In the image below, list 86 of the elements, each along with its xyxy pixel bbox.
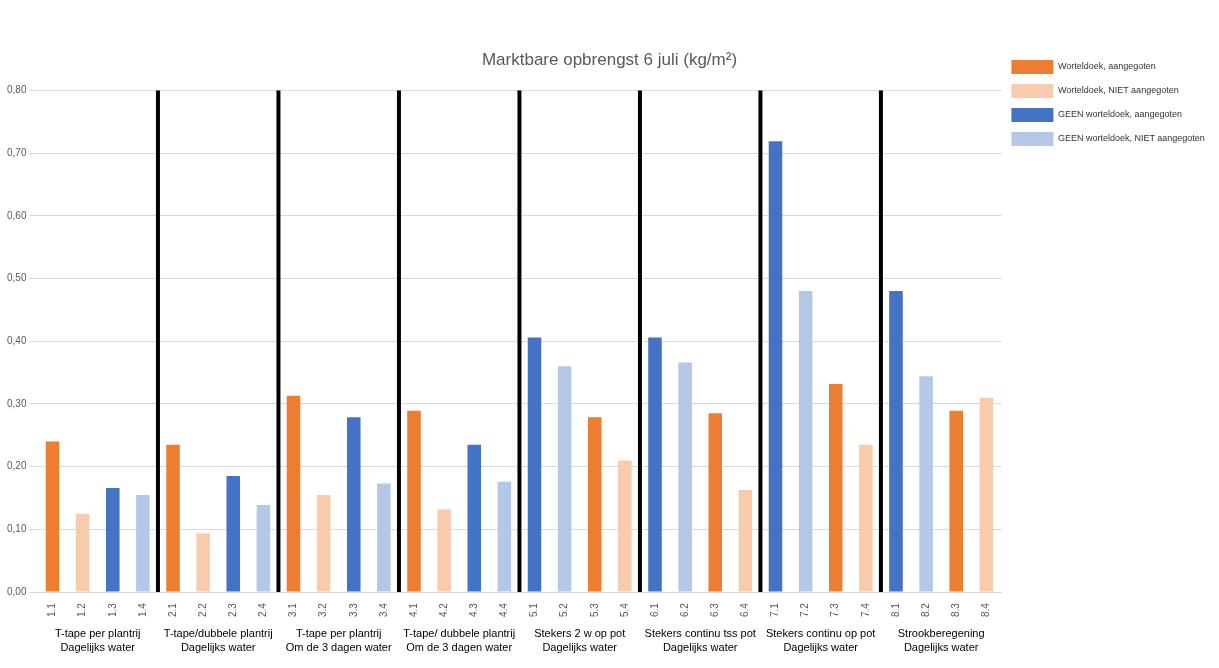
bar [256,504,271,592]
x-tick-label: 5.4 [618,602,630,617]
y-tick-label: 0,10 [6,523,27,535]
x-tick-label: 2.4 [257,602,269,617]
x-tick-label: 3.4 [377,602,389,617]
x-tick-label: 4.1 [407,602,419,617]
text: Stekers 2 w op pot Dagelijks water [534,626,626,653]
text: T-tape per plantrij Dagelijks water [54,626,141,653]
bar [919,376,933,592]
x-tick-label: 6.3 [708,602,720,617]
bar [377,483,391,592]
bar [136,494,150,592]
text: Strookberegening Dagelijks water [897,626,985,653]
x-tick-label: 1.3 [106,602,118,617]
bar [286,395,301,592]
x-tick-label: 5.2 [558,602,570,617]
x-tick-label: 7.2 [799,602,811,617]
bar [75,513,90,592]
bar [527,337,542,592]
bar [828,383,843,592]
bar [708,413,723,592]
bar [497,481,512,592]
bar [407,410,421,592]
bar [618,460,632,592]
bar [316,494,331,592]
bar [45,441,60,592]
bar [587,417,602,592]
legend-label: Worteldoek, aangegoten [1057,61,1156,72]
y-tick-label: 0,70 [6,146,27,158]
x-tick-label: 3.3 [347,602,359,617]
bar [648,337,662,592]
x-tick-label: 6.2 [678,602,690,617]
x-tick-label: 5.1 [528,602,540,617]
x-tick-label: 8.1 [889,602,901,617]
x-tick-label: 5.3 [588,602,600,617]
bar [437,509,451,592]
x-tick-label: 4.3 [468,602,480,617]
x-tick-label: 2.3 [227,602,239,617]
legend-label: GEEN worteldoek, aangegoten [1057,109,1183,120]
text: T-tape/dubbele plantrij Dagelijks water [163,626,273,653]
bar [768,141,783,592]
legend-label: GEEN worteldoek, NIET aangegoten [1057,133,1205,144]
bar [859,444,873,592]
x-tick-label: 7.1 [769,602,781,617]
bar [738,489,753,592]
text: Stekers continu op pot Dagelijks water [765,626,876,653]
x-tick-label: 6.4 [739,602,751,617]
y-tick-label: 0,80 [6,84,27,96]
x-tick-label: 4.4 [498,602,510,617]
x-tick-label: 7.3 [829,602,841,617]
x-tick-label: 8.2 [919,602,931,617]
bar [979,397,994,592]
x-tick-label: 2.2 [196,602,208,617]
y-tick-label: 0,50 [6,272,27,284]
y-tick-label: 0,20 [6,460,27,472]
x-tick-label: 8.4 [980,602,992,617]
x-tick-label: 4.2 [437,602,449,617]
x-tick-label: 7.4 [859,602,871,617]
x-tick-label: 6.1 [648,602,660,617]
bar [196,533,210,592]
x-tick-label: 3.2 [317,602,329,617]
y-tick-label: 0,30 [6,397,27,409]
x-tick-label: 8.3 [949,602,961,617]
legend-label: Worteldoek, NIET aangegoten [1057,85,1179,96]
bar [678,362,692,592]
y-tick-label: 0,40 [6,335,27,346]
bar [226,476,241,592]
bar [889,291,903,592]
x-tick-label: 2.1 [166,602,178,617]
bar [467,444,482,592]
chart-title: Marktbare opbrengst 6 juli (kg/m²) [481,49,738,69]
x-tick-label: 3.1 [287,602,299,617]
x-tick-label: 1.1 [46,602,58,617]
x-tick-label: 1.4 [136,602,148,617]
y-tick-label: 0,60 [6,209,27,221]
y-tick-label: 0,00 [6,585,27,597]
x-tick-label: 1.2 [76,602,88,617]
text: T-tape/ dubbele plantrij Om de 3 dagen water [403,626,516,653]
bar [798,291,813,592]
bar [105,488,120,592]
bar [166,444,180,592]
text: T-tape per plantrij Om de 3 dagen water [285,626,392,653]
bar [557,366,572,592]
bar [346,417,361,592]
bar [949,410,964,592]
text: Stekers continu tss pot Dagelijks water [644,626,756,653]
